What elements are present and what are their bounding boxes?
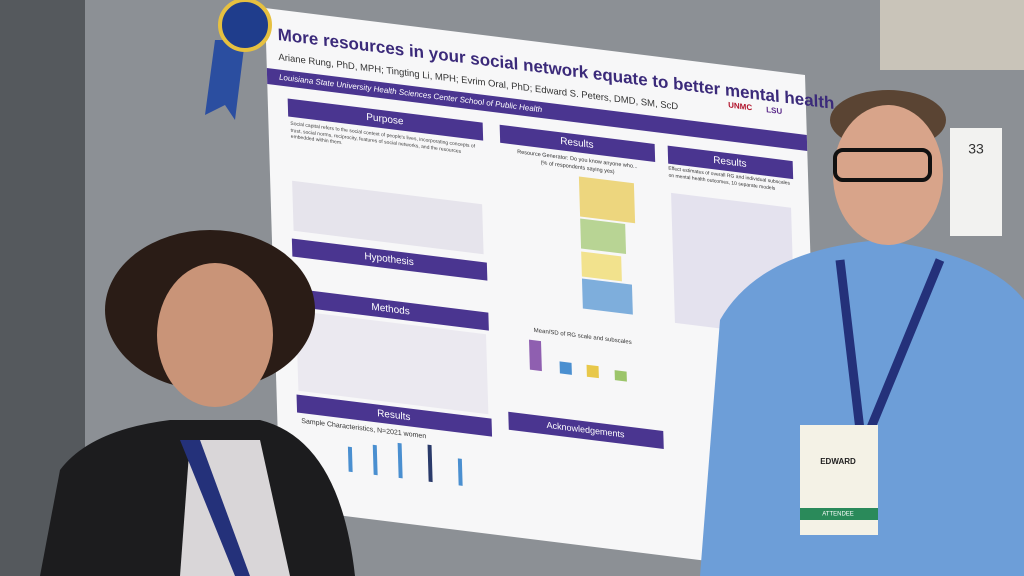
section-header [499, 124, 656, 162]
badge-strip [800, 508, 878, 520]
section-header [293, 288, 489, 331]
ribbon-tail [205, 40, 245, 120]
section-title: Results [560, 136, 594, 151]
bar-group [580, 218, 627, 255]
face [833, 105, 943, 245]
face [157, 263, 273, 407]
section-title: Results [713, 155, 747, 170]
woman [40, 230, 355, 576]
lanyard [180, 440, 250, 576]
section-title: Results [377, 408, 411, 423]
section-header [508, 411, 664, 449]
text-block [296, 310, 489, 415]
bar-group [581, 251, 622, 282]
section-title: Methods [371, 302, 410, 318]
bar [427, 444, 433, 483]
bar [559, 361, 572, 375]
shirt [700, 240, 1024, 576]
number-card [950, 128, 1002, 236]
poster: More resources in your social network eq… [265, 8, 839, 575]
section-header [287, 98, 484, 141]
logo: UNMC [728, 100, 752, 112]
ribbon [205, 0, 272, 120]
bar-group [578, 176, 636, 224]
bar [529, 339, 542, 372]
bar [347, 446, 353, 473]
bar [586, 364, 599, 379]
section-header [291, 238, 488, 281]
bar [457, 458, 463, 486]
mini-bars [347, 442, 463, 486]
logo: LSU [766, 105, 782, 116]
bar-group [581, 278, 633, 315]
badge-role: ATTENDEE [822, 512, 854, 518]
section-header [667, 145, 794, 180]
text-block [292, 180, 484, 255]
bar [397, 442, 403, 479]
section-title: Purpose [366, 112, 404, 128]
glasses [833, 148, 932, 182]
affiliation-bar [266, 68, 808, 151]
badge-name: EDWARD [820, 457, 856, 466]
rosette [218, 0, 272, 52]
board-number: 33 [968, 141, 984, 157]
bar [614, 370, 627, 382]
back-wall [880, 0, 1024, 70]
section-header [296, 394, 493, 437]
man: EDWARD ATTENDEE [700, 90, 1024, 576]
bar [372, 444, 378, 476]
